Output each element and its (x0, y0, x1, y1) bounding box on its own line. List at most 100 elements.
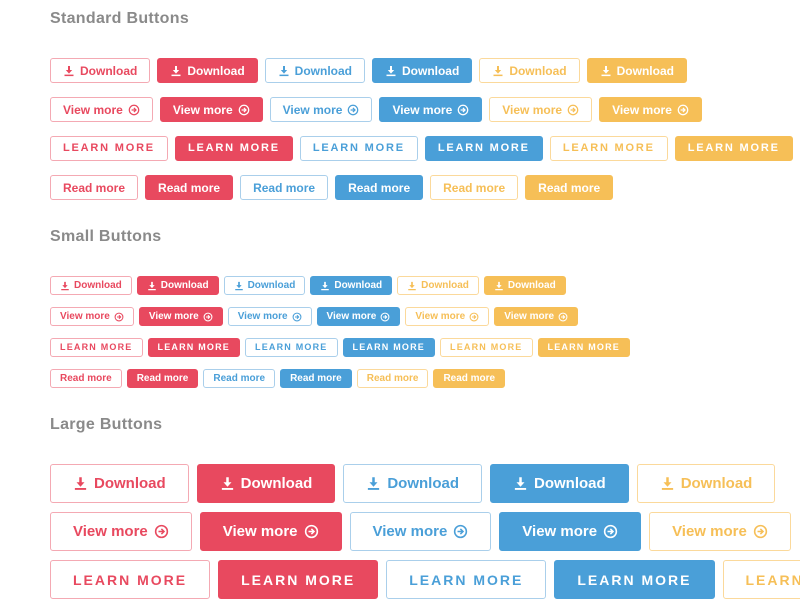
read-more-button-red-solid[interactable]: Read more (126, 369, 199, 388)
learn-more-button-yellow-solid[interactable]: LEARN MORE (537, 338, 630, 357)
view-more-button-row: View more View more View more View more … (50, 512, 800, 551)
arrow-circle-right-icon (457, 104, 469, 116)
download-icon (600, 65, 612, 77)
view-more-button-red-solid[interactable]: View more (199, 512, 342, 551)
button-label: View more (522, 523, 598, 540)
read-more-button-blue-solid[interactable]: Read more (335, 175, 424, 200)
learn-more-button-blue-outline[interactable]: LEARN MORE (386, 560, 547, 599)
learn-more-button-blue-solid[interactable]: LEARN MORE (554, 560, 715, 599)
download-icon (492, 65, 504, 77)
learn-more-button-red-outline[interactable]: LEARN MORE (50, 560, 211, 599)
buttons-showcase-page: Standard Buttons Download Download Download… (50, 10, 800, 599)
view-more-button-red-solid[interactable]: View more (138, 307, 223, 326)
learn-more-button-blue-solid[interactable]: LEARN MORE (424, 136, 543, 161)
button-label: Read more (253, 180, 316, 195)
button-label: Download (401, 63, 460, 78)
button-label: View more (326, 310, 377, 322)
button-label: Read more (158, 180, 221, 195)
read-more-button-yellow-solid[interactable]: Read more (433, 369, 506, 388)
learn-more-button-row: LEARN MORE LEARN MORE LEARN MORE LEARN MORE… (50, 560, 800, 599)
button-label: Read more (366, 372, 419, 384)
download-icon (660, 476, 675, 491)
download-icon (234, 281, 244, 291)
read-more-button-yellow-solid[interactable]: Read more (525, 175, 614, 200)
download-button-red-solid[interactable]: Download (136, 276, 219, 295)
learn-more-button-blue-outline[interactable]: LEARN MORE (299, 136, 418, 161)
button-label: Read more (63, 180, 126, 195)
read-more-button-yellow-outline[interactable]: Read more (430, 175, 519, 200)
learn-more-button-red-outline[interactable]: LEARN MORE (50, 338, 143, 357)
view-more-button-yellow-outline[interactable]: View more (649, 512, 791, 551)
button-label: Download (94, 475, 166, 492)
download-button-blue-outline[interactable]: Download (264, 58, 365, 83)
download-button-blue-solid[interactable]: Download (310, 276, 393, 295)
view-more-button-row: View more View more View more View more … (50, 97, 800, 122)
read-more-button-blue-solid[interactable]: Read more (280, 369, 352, 388)
button-label: Download (240, 475, 313, 492)
learn-more-button-blue-outline[interactable]: LEARN MORE (245, 338, 338, 357)
button-label: LEARN MORE (187, 142, 280, 154)
learn-more-button-red-solid[interactable]: LEARN MORE (218, 560, 379, 599)
section-title: Large Buttons (50, 416, 163, 433)
download-button-red-solid[interactable]: Download (157, 58, 258, 83)
button-label: Read more (290, 372, 342, 384)
learn-more-button-red-outline[interactable]: LEARN MORE (50, 136, 168, 161)
download-button-red-solid[interactable]: Download (196, 464, 336, 503)
button-label: Download (509, 63, 567, 78)
read-more-button-red-outline[interactable]: Read more (50, 175, 139, 200)
download-button-red-outline[interactable]: Download (50, 58, 151, 83)
view-more-button-blue-outline[interactable]: View more (269, 97, 373, 122)
view-more-button-yellow-outline[interactable]: View more (405, 307, 490, 326)
button-label: View more (282, 102, 343, 117)
view-more-button-yellow-solid[interactable]: View more (494, 307, 579, 326)
read-more-button-blue-outline[interactable]: Read more (203, 369, 276, 388)
view-more-button-blue-solid[interactable]: View more (499, 512, 642, 551)
download-button-red-outline[interactable]: Download (50, 464, 189, 503)
button-label: Download (187, 63, 245, 78)
button-label: LEARN MORE (60, 342, 133, 352)
read-more-button-blue-outline[interactable]: Read more (240, 175, 329, 200)
view-more-button-blue-solid[interactable]: View more (316, 307, 401, 326)
download-button-yellow-outline[interactable]: Download (397, 276, 479, 295)
learn-more-button-yellow-outline[interactable]: LEARN MORE (440, 338, 533, 357)
button-label: Read more (60, 372, 112, 384)
download-button-red-outline[interactable]: Download (50, 276, 132, 295)
read-more-button-row: Read more Read more Read more Read more Read… (50, 369, 800, 388)
download-button-blue-solid[interactable]: Download (490, 464, 629, 503)
download-button-yellow-outline[interactable]: Download (479, 58, 580, 83)
download-button-yellow-outline[interactable]: Download (636, 464, 776, 503)
button-label: LEARN MORE (577, 571, 692, 588)
learn-more-button-yellow-outline[interactable]: LEARN MORE (549, 136, 668, 161)
learn-more-button-row: LEARN MORE LEARN MORE LEARN MORE LEARN MORE… (50, 136, 800, 161)
button-label: Download (247, 279, 296, 291)
button-label: LEARN MORE (312, 142, 405, 154)
learn-more-button-blue-solid[interactable]: LEARN MORE (342, 338, 435, 357)
learn-more-button-red-solid[interactable]: LEARN MORE (174, 136, 293, 161)
download-button-yellow-solid[interactable]: Download (586, 58, 687, 83)
view-more-button-yellow-solid[interactable]: View more (599, 97, 702, 122)
download-button-row: Download Download Download Download Download… (50, 58, 800, 83)
download-icon (385, 65, 397, 77)
learn-more-button-red-solid[interactable]: LEARN MORE (147, 338, 240, 357)
view-more-button-red-solid[interactable]: View more (159, 97, 263, 122)
download-button-blue-solid[interactable]: Download (371, 58, 473, 83)
read-more-button-red-outline[interactable]: Read more (50, 369, 122, 388)
view-more-button-red-outline[interactable]: View more (50, 512, 192, 551)
view-more-button-blue-outline[interactable]: View more (227, 307, 312, 326)
read-more-button-red-solid[interactable]: Read more (145, 175, 234, 200)
download-button-blue-outline[interactable]: Download (343, 464, 483, 503)
learn-more-button-yellow-solid[interactable]: LEARN MORE (674, 136, 793, 161)
view-more-button-blue-solid[interactable]: View more (379, 97, 483, 122)
download-button-yellow-solid[interactable]: Download (483, 276, 566, 295)
read-more-button-yellow-outline[interactable]: Read more (356, 369, 429, 388)
view-more-button-yellow-outline[interactable]: View more (489, 97, 593, 122)
button-label: View more (392, 102, 453, 117)
button-label: View more (222, 523, 298, 540)
button-label: LEARN MORE (255, 342, 328, 352)
download-button-blue-outline[interactable]: Download (223, 276, 306, 295)
view-more-button-red-outline[interactable]: View more (50, 97, 153, 122)
view-more-button-red-outline[interactable]: View more (50, 307, 134, 326)
view-more-button-blue-outline[interactable]: View more (349, 512, 492, 551)
learn-more-button-yellow-outline[interactable]: LEARN MORE (722, 560, 800, 599)
arrow-circle-right-icon (154, 524, 169, 539)
